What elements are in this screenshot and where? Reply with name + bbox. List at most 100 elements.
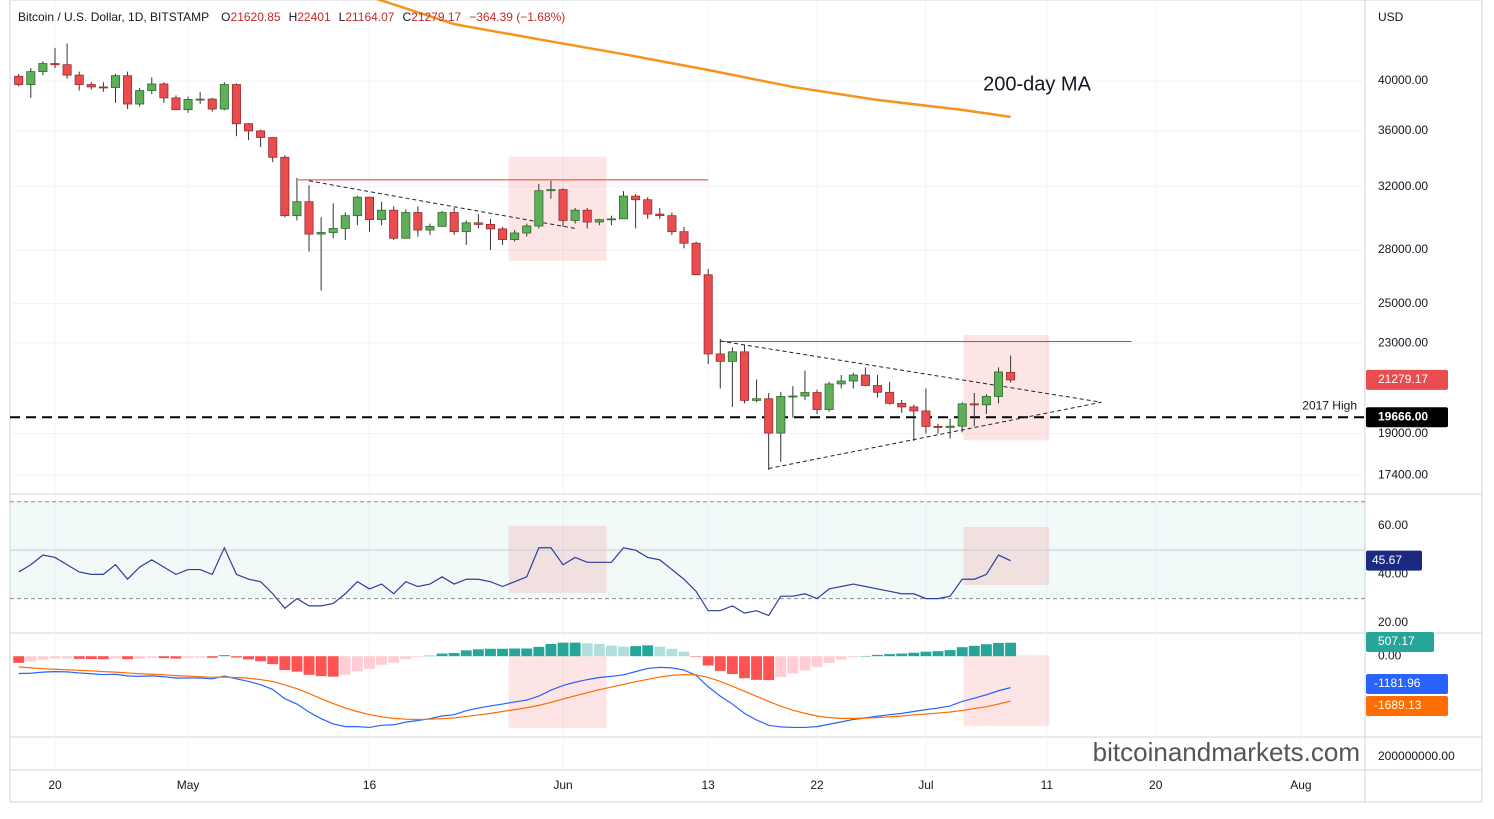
macd-histogram-bar — [751, 656, 763, 680]
candle-body — [268, 137, 278, 158]
macd-histogram-bar — [110, 656, 121, 659]
candle-body — [389, 209, 399, 239]
macd-histogram-bar — [654, 646, 666, 657]
candle-body — [340, 215, 350, 229]
macd-histogram-bar — [666, 648, 678, 657]
rsi-tick-label: 20.00 — [1378, 615, 1408, 629]
macd-histogram-bar — [485, 648, 496, 657]
candle-body — [848, 374, 858, 382]
macd-histogram-bar — [908, 652, 920, 657]
moving-average — [375, 0, 1011, 119]
candle-body — [256, 130, 266, 138]
candle-body — [74, 74, 84, 85]
macd-histogram-bar — [557, 642, 569, 657]
candle-body — [606, 218, 616, 221]
macd-histogram-bar — [194, 656, 206, 658]
candle-body — [425, 225, 435, 231]
macd-histogram-bar — [896, 653, 908, 657]
candle-body — [764, 398, 774, 434]
candle-body — [280, 156, 290, 217]
macd-tag — [1366, 696, 1448, 716]
header-item: 21279.17 — [411, 10, 461, 24]
macd-histogram-bar — [932, 651, 944, 657]
candle-body — [897, 403, 907, 408]
candle-body — [14, 75, 24, 85]
price-tag-label: 19666.00 — [1378, 409, 1428, 423]
header-item: 21164.07 — [345, 10, 394, 24]
candle-body — [776, 396, 786, 434]
x-tick-label: May — [177, 778, 200, 792]
macd-histogram-bar — [944, 650, 956, 657]
x-tick-label: 13 — [702, 778, 716, 792]
macd-histogram-bar — [37, 656, 49, 660]
macd-histogram-bar — [25, 656, 37, 662]
candle-body — [62, 64, 72, 76]
candle-body — [352, 196, 362, 217]
macd-histogram-bar — [364, 656, 375, 669]
price-highlight — [963, 334, 1050, 441]
y-tick-label: 23000.00 — [1378, 335, 1428, 349]
macd-histogram-bar — [472, 649, 484, 657]
candle-body — [643, 199, 653, 215]
trend-line — [720, 340, 1102, 403]
x-tick-label: Jun — [553, 778, 572, 792]
candle-body — [461, 222, 471, 233]
candle-body — [485, 224, 495, 230]
macd-histogram-bar — [376, 656, 388, 665]
candle-body — [316, 232, 326, 235]
macd-histogram-bar — [218, 655, 230, 657]
macd-lower-label: 200000000.00 — [1378, 749, 1455, 763]
macd-histogram-bar — [775, 656, 787, 677]
candle-body — [401, 212, 411, 239]
rsi-line — [18, 546, 1011, 617]
macd-histogram-bar — [884, 654, 896, 657]
macd-histogram-bar — [678, 651, 690, 657]
x-tick-label: Aug — [1290, 778, 1311, 792]
macd-histogram-bar — [642, 645, 654, 657]
macd-histogram-bar — [787, 656, 799, 674]
macd-tag-label: 507.17 — [1378, 634, 1415, 648]
candle-body — [570, 209, 580, 221]
macd-histogram-bar — [569, 642, 581, 657]
macd-tag — [1366, 632, 1434, 652]
candle-body — [1006, 371, 1016, 381]
header-item: 22401 — [297, 10, 331, 24]
macd-histogram-bar — [134, 656, 146, 659]
candle-body — [752, 398, 762, 401]
macd-histogram-bar — [593, 643, 605, 657]
header-item: Bitcoin / U.S. Dollar, 1D, BITSTAMP — [18, 10, 209, 24]
x-tick-label: 20 — [1149, 778, 1163, 792]
candle-body — [183, 99, 193, 111]
macd-histogram-bar — [182, 656, 194, 659]
macd-histogram-bar — [279, 656, 291, 671]
header-item: C — [402, 10, 411, 24]
macd-histogram-bar — [13, 656, 25, 663]
candle-body — [135, 90, 145, 105]
header-item: O — [221, 10, 230, 24]
macd-histogram-bar — [243, 656, 254, 660]
macd-histogram-bar — [267, 656, 279, 665]
candle-body — [123, 75, 133, 105]
macd-histogram-bar — [630, 646, 642, 657]
macd-line — [18, 666, 1011, 729]
y-tick-label: 40000.00 — [1378, 73, 1428, 87]
rsi-highlight — [508, 525, 607, 594]
currency: USD — [1378, 10, 1404, 24]
macd-histogram-bar — [497, 648, 508, 657]
macd-histogram-bar — [170, 656, 182, 659]
candle-body — [534, 190, 544, 227]
macd-histogram-bar — [980, 644, 992, 657]
macd-histogram-bar — [618, 646, 629, 657]
header: Bitcoin / U.S. Dollar, 1D, BITSTAMP O2162… — [18, 10, 565, 24]
candle-body — [231, 84, 241, 125]
macd-histogram-bar — [702, 656, 714, 666]
macd-histogram-bar — [206, 656, 218, 658]
trend-line — [308, 180, 576, 229]
candle-body — [38, 63, 48, 73]
candle-body — [98, 86, 108, 89]
macd-histogram-bar — [835, 656, 847, 660]
macd-histogram-bar — [847, 656, 859, 658]
candle-body — [909, 406, 919, 412]
price-tag-label: 21279.17 — [1378, 372, 1428, 386]
candle-body — [377, 209, 387, 221]
